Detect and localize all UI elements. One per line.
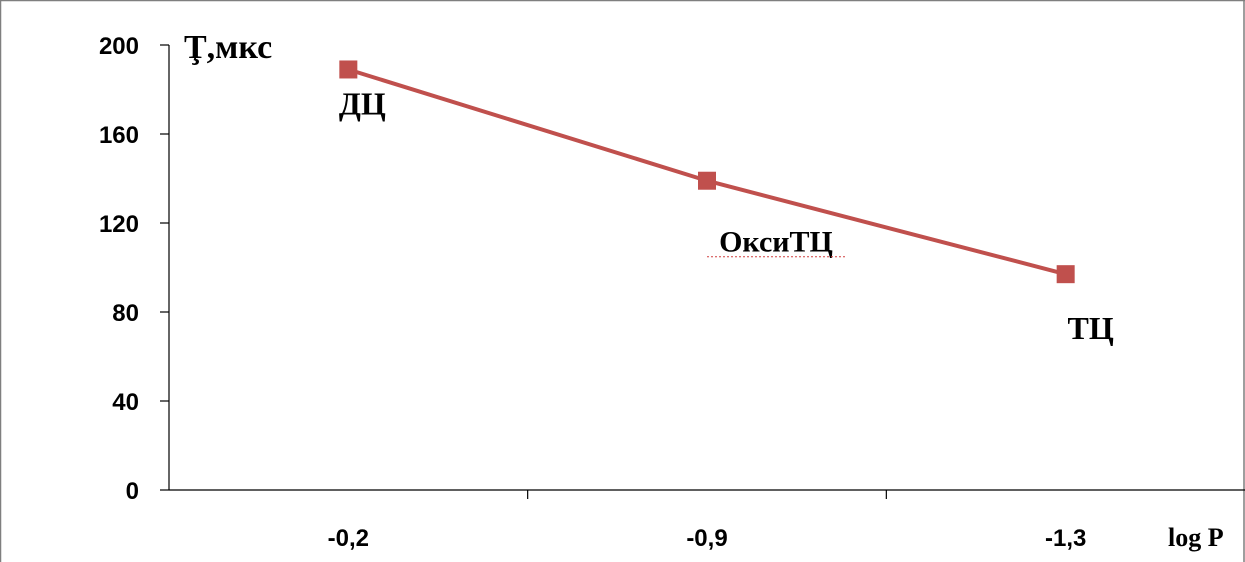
y-tick-label: 160 <box>99 122 139 149</box>
y-tick-label: 40 <box>112 389 139 416</box>
y-axis-title: Ţ,мкс <box>184 29 272 66</box>
y-tick-label: 200 <box>99 33 139 60</box>
x-axis-ticks: -0,2 -0,9 -1,3 <box>328 490 1086 552</box>
data-point-label: ОксиТЦ <box>719 226 833 259</box>
data-point-marker <box>339 60 358 79</box>
x-tick-label: -0,9 <box>686 525 727 552</box>
y-axis-ticks: 0 40 80 120 160 200 <box>99 33 169 505</box>
data-point-label: ДЦ <box>339 85 386 121</box>
y-tick-label: 0 <box>126 478 139 505</box>
x-tick-label: -0,2 <box>328 525 369 552</box>
x-tick-label: -1,3 <box>1045 525 1086 552</box>
point-labels: ДЦ ОксиТЦ ТЦ <box>339 85 1114 346</box>
y-tick-label: 120 <box>99 211 139 238</box>
data-point-label: ТЦ <box>1068 310 1114 346</box>
series-group <box>339 60 1075 284</box>
data-point-marker <box>1056 265 1075 284</box>
x-axis-title: log P <box>1168 523 1224 552</box>
y-tick-label: 80 <box>112 300 139 327</box>
data-point-marker <box>698 171 716 190</box>
